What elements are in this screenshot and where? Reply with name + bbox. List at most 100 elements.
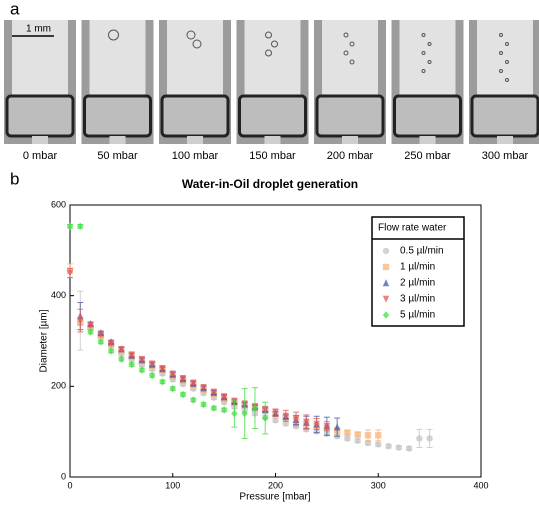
point [138, 355, 146, 363]
point [426, 435, 433, 442]
droplet [421, 51, 426, 55]
point [66, 269, 74, 277]
image-label: 100 mbar [172, 150, 219, 162]
y-tick-label: 400 [51, 290, 66, 300]
droplet [499, 33, 503, 37]
point [87, 321, 94, 329]
point [282, 420, 289, 427]
channel [322, 20, 378, 98]
chamber [393, 94, 462, 138]
point [138, 366, 146, 374]
droplet [505, 78, 509, 82]
point [149, 360, 156, 368]
legend-label: 3 µl/min [400, 294, 435, 305]
point [333, 423, 341, 431]
point [323, 423, 331, 431]
x-tick-label: 100 [165, 480, 180, 490]
channel [167, 20, 223, 98]
point [344, 435, 351, 442]
point [87, 328, 94, 336]
point [190, 396, 197, 404]
point [118, 355, 125, 363]
droplet [421, 69, 426, 73]
chamber [315, 94, 385, 138]
droplet [505, 60, 509, 64]
droplet [427, 42, 432, 46]
chamber [5, 94, 75, 138]
droplet [427, 60, 432, 64]
x-axis-label: Pressure [mbar] [239, 492, 310, 503]
legend-label: 5 µl/min [400, 310, 435, 321]
point [77, 222, 84, 231]
outlet [342, 136, 358, 144]
channel [89, 20, 146, 98]
droplet [349, 59, 355, 65]
legend-marker [382, 295, 390, 303]
point [395, 444, 402, 451]
point [66, 222, 74, 231]
point [364, 432, 372, 439]
outlet [109, 136, 126, 144]
point [354, 437, 361, 444]
outlet [187, 136, 203, 144]
point [210, 388, 218, 396]
point [375, 441, 382, 448]
legend-label: 2 µl/min [400, 278, 435, 289]
outlet [32, 136, 48, 144]
point [128, 360, 135, 369]
chamber [238, 94, 307, 138]
point [272, 417, 279, 424]
x-tick-label: 200 [268, 480, 283, 490]
point [282, 412, 289, 420]
point [77, 317, 84, 325]
legend-marker [382, 263, 390, 271]
x-tick-label: 300 [371, 480, 386, 490]
point [179, 390, 187, 399]
legend-box [371, 216, 465, 327]
chamber [470, 94, 539, 138]
droplet [186, 30, 196, 40]
x-tick-label: 0 [67, 480, 72, 490]
point [200, 384, 207, 392]
channel [477, 20, 533, 98]
image-label: 200 mbar [327, 150, 374, 162]
droplet [265, 49, 272, 57]
droplet [505, 42, 509, 46]
droplet [343, 32, 349, 38]
chamber [160, 94, 230, 138]
point [241, 409, 248, 418]
point [107, 347, 115, 355]
panel-label: b [10, 169, 19, 188]
legend-marker [382, 247, 390, 255]
point [107, 340, 115, 348]
point [169, 384, 176, 393]
panel-label: a [10, 0, 20, 18]
image-label: 0 mbar [23, 150, 58, 162]
outlet [264, 136, 281, 144]
droplet [265, 31, 272, 39]
image-label: 250 mbar [404, 150, 451, 162]
point [169, 370, 176, 378]
point [128, 351, 135, 359]
point [375, 432, 382, 439]
legend-label: 1 µl/min [400, 262, 435, 273]
point [159, 365, 166, 372]
channel [399, 20, 456, 98]
droplet [499, 69, 503, 73]
point [344, 429, 351, 436]
point [385, 442, 392, 450]
point [220, 393, 228, 401]
droplet [343, 50, 349, 56]
legend-label: 0.5 µl/min [400, 246, 444, 257]
y-tick-label: 200 [51, 381, 66, 391]
outlet [419, 136, 436, 144]
image-label: 150 mbar [249, 150, 296, 162]
point [200, 400, 207, 409]
point [231, 409, 238, 418]
outlet [497, 136, 513, 144]
droplet [349, 41, 355, 47]
point [416, 435, 423, 442]
point [272, 409, 279, 417]
chamber [83, 94, 152, 138]
